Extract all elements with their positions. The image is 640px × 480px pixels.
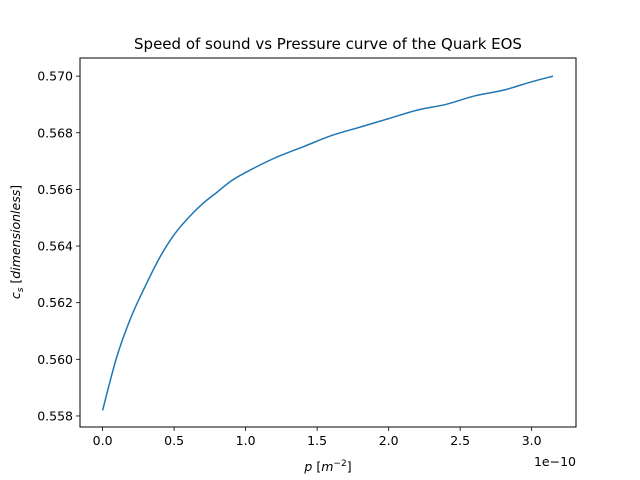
x-tick-label: 0.5 — [164, 433, 184, 448]
y-tick-label: 0.570 — [37, 69, 73, 84]
y-axis-label-sub: s — [16, 287, 26, 292]
y-axis-label-open: [ — [8, 279, 23, 288]
plot-area — [79, 57, 577, 428]
x-axis-label-open: [ — [312, 459, 321, 474]
y-tick-label: 0.564 — [37, 239, 73, 254]
y-axis-label: cs [dimensionless] — [8, 185, 26, 299]
y-axis-label-close: ] — [8, 185, 23, 190]
x-axis-label-var: p — [303, 459, 312, 474]
x-axis-ticks: 0.0 0.5 1.0 1.5 2.0 2.5 3.0 — [93, 427, 542, 448]
x-axis-label: p [m−2] — [303, 459, 351, 474]
y-tick-label: 0.568 — [37, 125, 73, 140]
series-line-speed-of-sound — [101, 75, 554, 411]
x-tick-label: 2.5 — [450, 433, 470, 448]
x-offset-label: 1e−10 — [534, 454, 576, 469]
y-tick-label: 0.566 — [37, 182, 73, 197]
x-tick-label: 3.0 — [522, 433, 542, 448]
y-tick-label: 0.558 — [37, 408, 73, 423]
axes-frame — [79, 57, 577, 428]
chart-title: Speed of sound vs Pressure curve of the … — [134, 35, 522, 53]
y-axis-ticks: 0.558 0.560 0.562 0.564 0.566 0.568 0.570 — [37, 69, 80, 423]
x-tick-label: 0.0 — [93, 433, 113, 448]
y-axis-label-unit: dimensionless — [8, 189, 23, 278]
x-axis-label-unit: m — [321, 459, 333, 474]
x-tick-label: 1.0 — [236, 433, 256, 448]
x-tick-label: 2.0 — [379, 433, 399, 448]
x-axis-label-exponent: −2 — [333, 459, 346, 469]
y-tick-label: 0.562 — [37, 295, 73, 310]
y-tick-label: 0.560 — [37, 352, 73, 367]
x-axis-label-close: ] — [347, 459, 352, 474]
y-axis-label-var: c — [8, 292, 23, 299]
x-tick-label: 1.5 — [307, 433, 327, 448]
